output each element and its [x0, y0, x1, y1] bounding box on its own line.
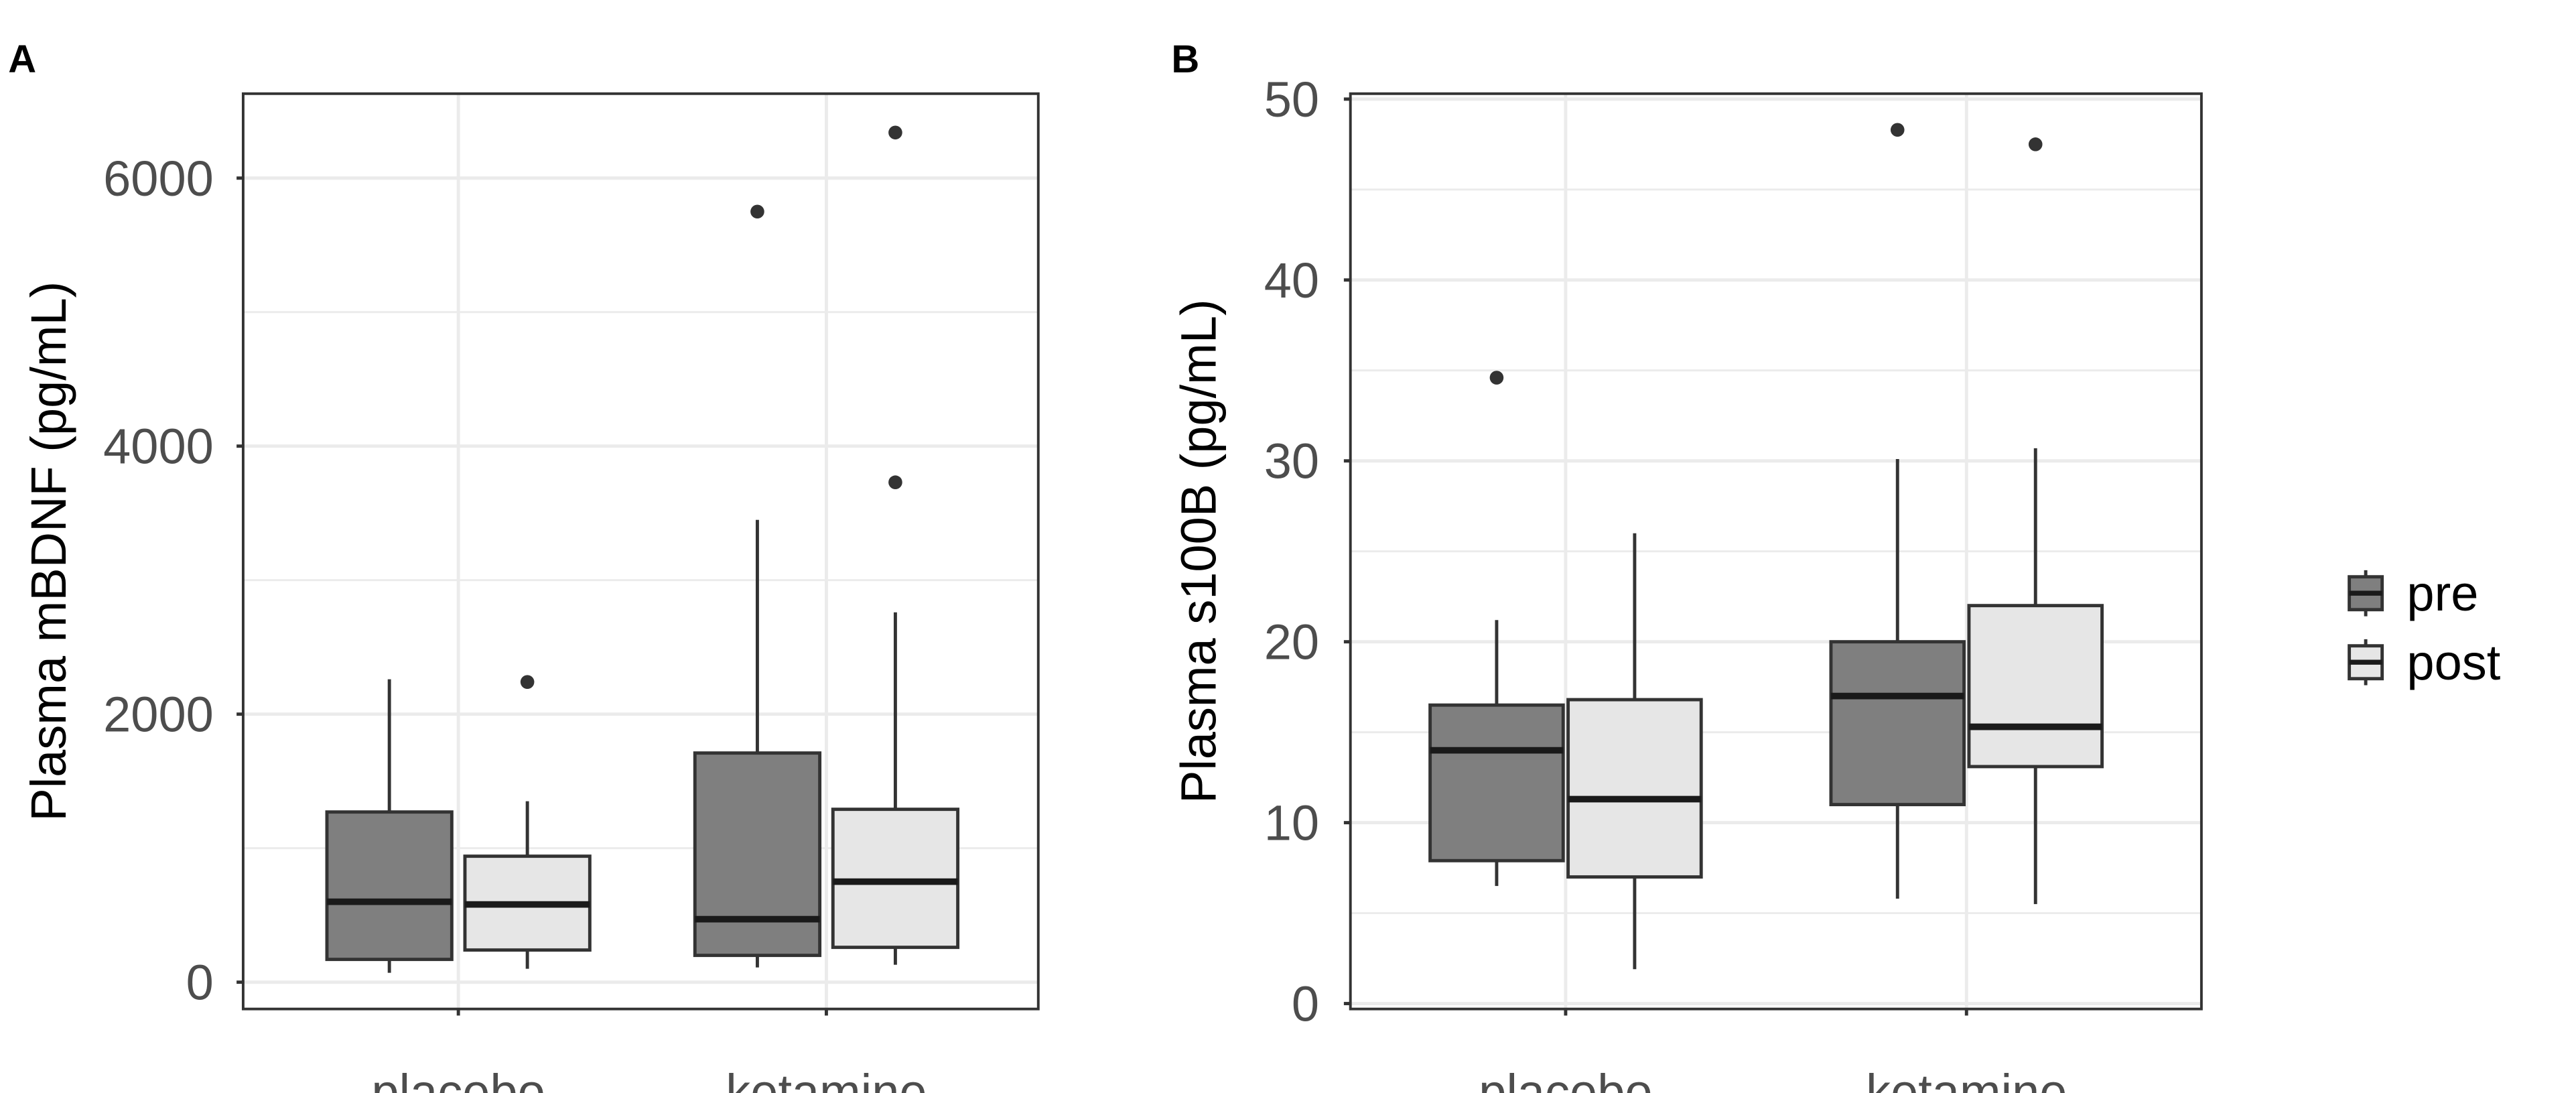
box-iqr: [693, 751, 822, 958]
outlier-point: [888, 475, 902, 490]
box-post-ketamine: [831, 125, 960, 965]
x-tick-label: ketamine: [1866, 1064, 2067, 1093]
outlier-point: [520, 675, 535, 689]
x-tick-label: placebo: [1479, 1064, 1652, 1093]
x-tick-label: ketamine: [726, 1064, 927, 1093]
x-tick-label: placebo: [372, 1064, 545, 1093]
panel-a: A 0 2000 4000 6000 placebo ketamine Plasma mBDN…: [8, 38, 1040, 1093]
y-tick-label: 4000: [103, 419, 214, 474]
outlier-point: [1890, 123, 1905, 137]
legend-label: post: [2406, 635, 2500, 690]
y-tick-label: 2000: [103, 687, 214, 743]
box-iqr: [1967, 604, 2104, 769]
y-tick-label: 0: [186, 955, 214, 1011]
y-tick-label: 20: [1264, 615, 1319, 670]
panel-b: B 0 10 20 30 40 50 placebo ketamine Plasma s100B …: [1171, 38, 2203, 1093]
y-axis-title: Plasma mBDNF (pg/mL): [21, 281, 76, 822]
y-tick-label: 30: [1264, 434, 1319, 489]
y-tick-label: 40: [1264, 253, 1319, 308]
panel-letter: B: [1171, 38, 1199, 81]
legend-label: pre: [2406, 566, 2478, 621]
outlier-point: [888, 125, 902, 140]
box-iqr: [831, 808, 960, 950]
box-pre-placebo: [325, 679, 454, 973]
legend: pre post: [2348, 566, 2501, 690]
legend-entry-post: post: [2348, 635, 2501, 690]
box-post-placebo: [463, 675, 592, 969]
y-tick-label: 6000: [103, 151, 214, 206]
panel-border: [241, 92, 1040, 1011]
box-iqr: [1829, 640, 1966, 807]
y-tick-label: 0: [1292, 976, 1319, 1032]
outlier-point: [1489, 371, 1504, 385]
box-pre-ketamine: [693, 204, 822, 968]
legend-entry-pre: pre: [2348, 566, 2478, 621]
panel-border: [1349, 92, 2203, 1011]
y-tick-label: 50: [1264, 72, 1319, 127]
y-axis-title: Plasma s100B (pg/mL): [1171, 299, 1227, 803]
box-pre-ketamine: [1829, 123, 1966, 899]
panel-letter: A: [8, 38, 36, 81]
box-post-ketamine: [1967, 137, 2104, 905]
box-iqr: [1428, 703, 1565, 862]
box-post-placebo: [1566, 533, 1703, 970]
box-iqr: [325, 810, 454, 962]
box-pre-placebo: [1428, 371, 1565, 887]
box-iqr: [1566, 698, 1703, 879]
outlier-point: [2028, 137, 2043, 151]
outlier-point: [750, 204, 764, 219]
y-tick-label: 10: [1264, 795, 1319, 851]
